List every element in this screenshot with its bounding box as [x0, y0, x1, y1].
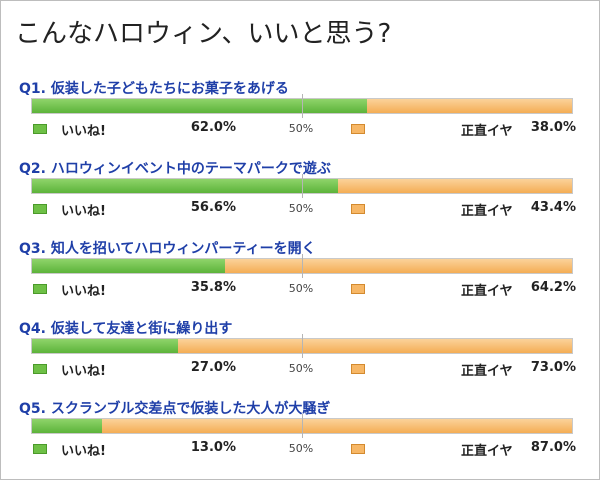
question-row: Q2. ハロウィンイベント中のテーマパークで遊ぶいいね! 56.6% 50% 正直イヤ… — [1, 158, 600, 238]
fifty-percent-line — [302, 254, 303, 278]
bar-segment-dislike — [225, 259, 572, 273]
bar-segment-like — [32, 419, 103, 433]
dislike-percent: 38.0% — [530, 120, 576, 135]
dislike-swatch — [351, 284, 365, 294]
question-label: Q3. 知人を招いてハロウィンパーティーを開く — [19, 241, 316, 257]
bar-segment-dislike — [177, 339, 572, 353]
dislike-swatch — [351, 124, 365, 134]
question-row: Q1. 仮装した子どもたちにお菓子をあげるいいね! 62.0% 50% 正直イヤ 38.… — [1, 78, 600, 158]
bar-segment-like — [32, 339, 178, 353]
dislike-label: 正直イヤ — [461, 444, 513, 459]
dislike-swatch — [351, 364, 365, 374]
like-swatch — [33, 284, 47, 294]
fifty-percent-line — [302, 334, 303, 358]
bar-segment-like — [32, 99, 367, 113]
dislike-percent: 73.0% — [530, 360, 576, 375]
dislike-swatch — [351, 204, 365, 214]
stacked-bar — [31, 258, 573, 274]
question-label: Q2. ハロウィンイベント中のテーマパークで遊ぶ — [19, 161, 331, 177]
midpoint-label: 50% — [288, 122, 314, 135]
question-label: Q4. 仮装して友達と街に繰り出す — [19, 321, 233, 337]
bar-segment-like — [32, 179, 338, 193]
like-percent: 35.8% — [190, 280, 236, 295]
like-swatch — [33, 204, 47, 214]
fifty-percent-line — [302, 94, 303, 118]
question-row: Q5. スクランブル交差点で仮装した大人が大騒ぎいいね! 13.0% 50% 正直イヤ… — [1, 398, 600, 478]
like-label: いいね! — [61, 444, 106, 459]
like-percent: 62.0% — [190, 120, 236, 135]
like-label: いいね! — [61, 124, 106, 139]
like-percent: 56.6% — [190, 200, 236, 215]
dislike-label: 正直イヤ — [461, 364, 513, 379]
question-row: Q3. 知人を招いてハロウィンパーティーを開くいいね! 35.8% 50% 正直イヤ 6… — [1, 238, 600, 318]
fifty-percent-line — [302, 174, 303, 198]
like-swatch — [33, 364, 47, 374]
like-swatch — [33, 124, 47, 134]
bar-segment-dislike — [366, 99, 572, 113]
dislike-swatch — [351, 444, 365, 454]
dislike-label: 正直イヤ — [461, 204, 513, 219]
like-label: いいね! — [61, 284, 106, 299]
bar-segment-like — [32, 259, 226, 273]
like-percent: 27.0% — [190, 360, 236, 375]
dislike-label: 正直イヤ — [461, 124, 513, 139]
midpoint-label: 50% — [288, 282, 314, 295]
dislike-percent: 87.0% — [530, 440, 576, 455]
dislike-percent: 43.4% — [530, 200, 576, 215]
bar-segment-dislike — [337, 179, 572, 193]
like-label: いいね! — [61, 204, 106, 219]
midpoint-label: 50% — [288, 202, 314, 215]
like-percent: 13.0% — [190, 440, 236, 455]
question-label: Q1. 仮装した子どもたちにお菓子をあげる — [19, 81, 289, 97]
question-label: Q5. スクランブル交差点で仮装した大人が大騒ぎ — [19, 401, 331, 417]
dislike-label: 正直イヤ — [461, 284, 513, 299]
midpoint-label: 50% — [288, 442, 314, 455]
fifty-percent-line — [302, 414, 303, 438]
bar-segment-dislike — [102, 419, 572, 433]
midpoint-label: 50% — [288, 362, 314, 375]
question-row: Q4. 仮装して友達と街に繰り出すいいね! 27.0% 50% 正直イヤ 73.0% — [1, 318, 600, 398]
like-label: いいね! — [61, 364, 106, 379]
dislike-percent: 64.2% — [530, 280, 576, 295]
like-swatch — [33, 444, 47, 454]
chart-title: こんなハロウィン、いいと思う? — [15, 19, 392, 49]
